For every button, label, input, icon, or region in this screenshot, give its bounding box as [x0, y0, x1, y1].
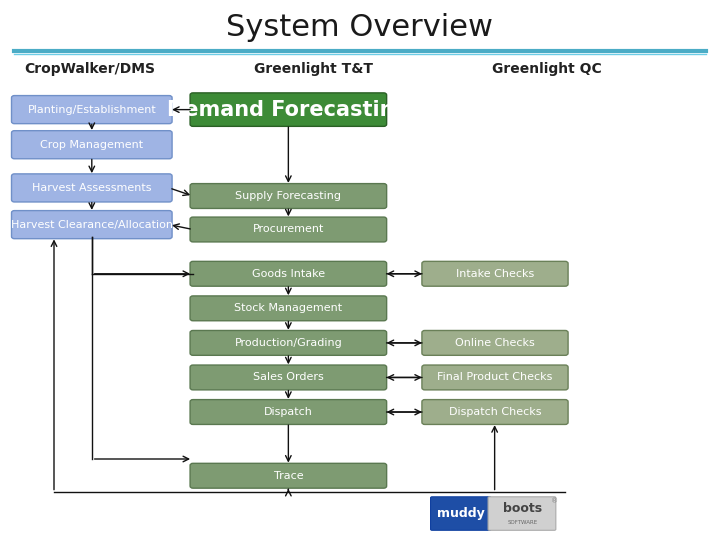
FancyBboxPatch shape	[190, 400, 387, 424]
Text: muddy: muddy	[437, 507, 485, 520]
Text: Goods Intake: Goods Intake	[252, 269, 325, 279]
FancyBboxPatch shape	[190, 330, 387, 355]
Text: Dispatch Checks: Dispatch Checks	[449, 407, 541, 417]
FancyBboxPatch shape	[190, 296, 387, 321]
Text: boots: boots	[503, 502, 542, 515]
FancyBboxPatch shape	[422, 400, 568, 424]
Text: ®: ®	[551, 498, 558, 505]
Text: Harvest Assessments: Harvest Assessments	[32, 183, 151, 193]
Text: Stock Management: Stock Management	[234, 303, 343, 313]
Text: Intake Checks: Intake Checks	[456, 269, 534, 279]
Text: Dispatch: Dispatch	[264, 407, 312, 417]
Text: CropWalker/DMS: CropWalker/DMS	[24, 62, 156, 76]
FancyBboxPatch shape	[12, 96, 172, 124]
Text: Greenlight T&T: Greenlight T&T	[253, 62, 373, 76]
Text: Production/Grading: Production/Grading	[235, 338, 342, 348]
FancyBboxPatch shape	[488, 497, 556, 530]
Text: Online Checks: Online Checks	[455, 338, 535, 348]
FancyBboxPatch shape	[422, 330, 568, 355]
Text: Planting/Establishment: Planting/Establishment	[27, 105, 156, 114]
FancyBboxPatch shape	[190, 93, 387, 126]
Text: Demand Forecasting: Demand Forecasting	[167, 99, 410, 120]
FancyBboxPatch shape	[422, 261, 568, 286]
FancyBboxPatch shape	[12, 131, 172, 159]
Text: Harvest Clearance/Allocation: Harvest Clearance/Allocation	[11, 220, 173, 229]
FancyBboxPatch shape	[190, 184, 387, 208]
Text: Greenlight QC: Greenlight QC	[492, 62, 602, 76]
Text: Final Product Checks: Final Product Checks	[437, 373, 553, 382]
FancyBboxPatch shape	[422, 365, 568, 390]
Text: Supply Forecasting: Supply Forecasting	[235, 191, 341, 201]
Text: Sales Orders: Sales Orders	[253, 373, 324, 382]
Text: SOFTWARE: SOFTWARE	[508, 520, 538, 525]
FancyBboxPatch shape	[190, 365, 387, 390]
Text: System Overview: System Overview	[227, 12, 493, 42]
FancyBboxPatch shape	[190, 261, 387, 286]
FancyBboxPatch shape	[12, 211, 172, 239]
FancyBboxPatch shape	[190, 463, 387, 488]
Text: Procurement: Procurement	[253, 225, 324, 234]
FancyBboxPatch shape	[12, 174, 172, 202]
Text: Trace: Trace	[274, 471, 303, 481]
Text: Crop Management: Crop Management	[40, 140, 143, 150]
FancyBboxPatch shape	[190, 217, 387, 242]
FancyBboxPatch shape	[431, 497, 491, 530]
